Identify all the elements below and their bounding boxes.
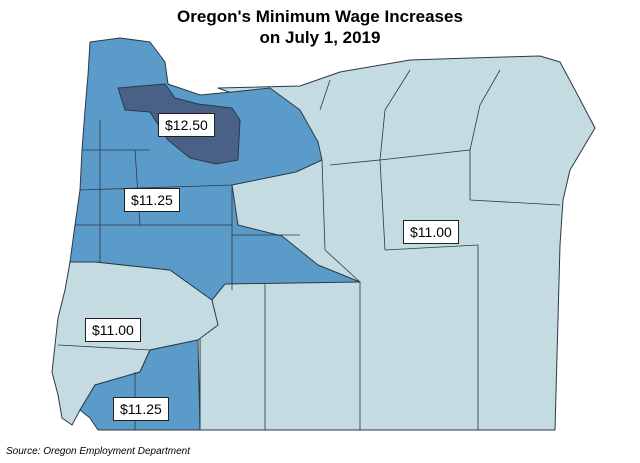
label-portland-wage: $12.50 (158, 113, 215, 137)
label-east-wage: $11.00 (403, 220, 459, 244)
label-standard-wage: $11.25 (124, 188, 180, 212)
source-note: Source: Oregon Employment Department (6, 446, 190, 457)
label-southwest-wage: $11.00 (85, 318, 141, 342)
region-standard-south (79, 339, 201, 431)
county-boundaries (57, 69, 561, 430)
map-title: Oregon's Minimum Wage Increases on July … (0, 6, 640, 48)
title-line-1: Oregon's Minimum Wage Increases (177, 7, 463, 26)
label-south-wage: $11.25 (113, 397, 169, 421)
title-line-2: on July 1, 2019 (259, 28, 381, 47)
